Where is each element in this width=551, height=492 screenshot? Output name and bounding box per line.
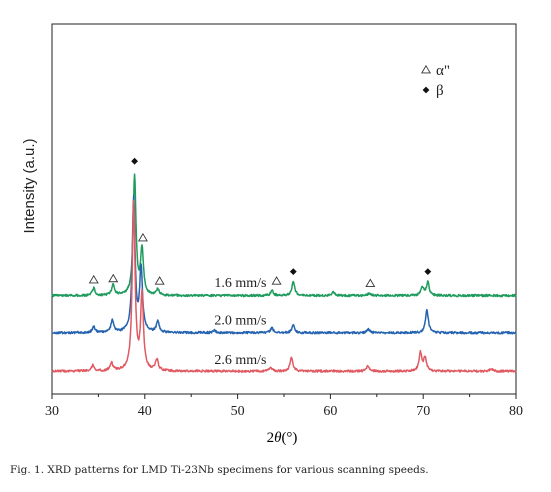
x-tick-label: 50 <box>231 404 245 419</box>
figure-caption: Fig. 1. XRD patterns for LMD Ti-23Nb spe… <box>10 464 429 476</box>
alpha-phase-marker <box>108 273 119 283</box>
xrd-chart: 1.6 mm/s 2.0 mm/s 2.6 mm/s α" β 30 40 50 60 70 8… <box>21 23 523 446</box>
series-label: 1.6 mm/s <box>214 276 266 291</box>
series-labels: 1.6 mm/s 2.0 mm/s 2.6 mm/s <box>214 276 266 368</box>
x-axis-label: 2θ(°) <box>267 430 298 446</box>
series-line <box>51 199 517 373</box>
x-ticks: 30 40 50 60 70 80 <box>45 394 523 419</box>
series-label: 2.6 mm/s <box>214 353 266 368</box>
legend-label: β <box>436 83 444 99</box>
x-tick-label: 80 <box>509 404 523 419</box>
legend-label: α" <box>436 63 450 79</box>
x-tick-label: 60 <box>323 404 337 419</box>
series-line <box>51 194 517 335</box>
legend: α" β <box>421 63 450 99</box>
y-axis-label: Intensity (a.u.) <box>21 138 38 233</box>
series-label: 2.0 mm/s <box>214 313 266 328</box>
alpha-phase-marker <box>421 64 431 74</box>
alpha-phase-marker <box>137 232 148 242</box>
beta-phase-marker <box>289 268 297 275</box>
beta-phase-marker <box>422 86 430 94</box>
alpha-phase-marker <box>154 276 165 285</box>
x-tick-label: 70 <box>416 404 430 419</box>
pattern-lines <box>51 173 517 373</box>
alpha-phase-marker <box>88 274 99 284</box>
alpha-phase-marker <box>271 276 282 285</box>
alpha-phase-marker <box>365 278 376 287</box>
phase-markers <box>88 157 432 287</box>
beta-phase-marker <box>131 157 138 165</box>
series-line <box>51 173 517 298</box>
x-tick-label: 40 <box>138 404 152 419</box>
plot-frame <box>51 23 517 395</box>
beta-phase-marker <box>424 268 432 275</box>
plot-area <box>51 23 517 395</box>
x-tick-label: 30 <box>45 404 59 419</box>
